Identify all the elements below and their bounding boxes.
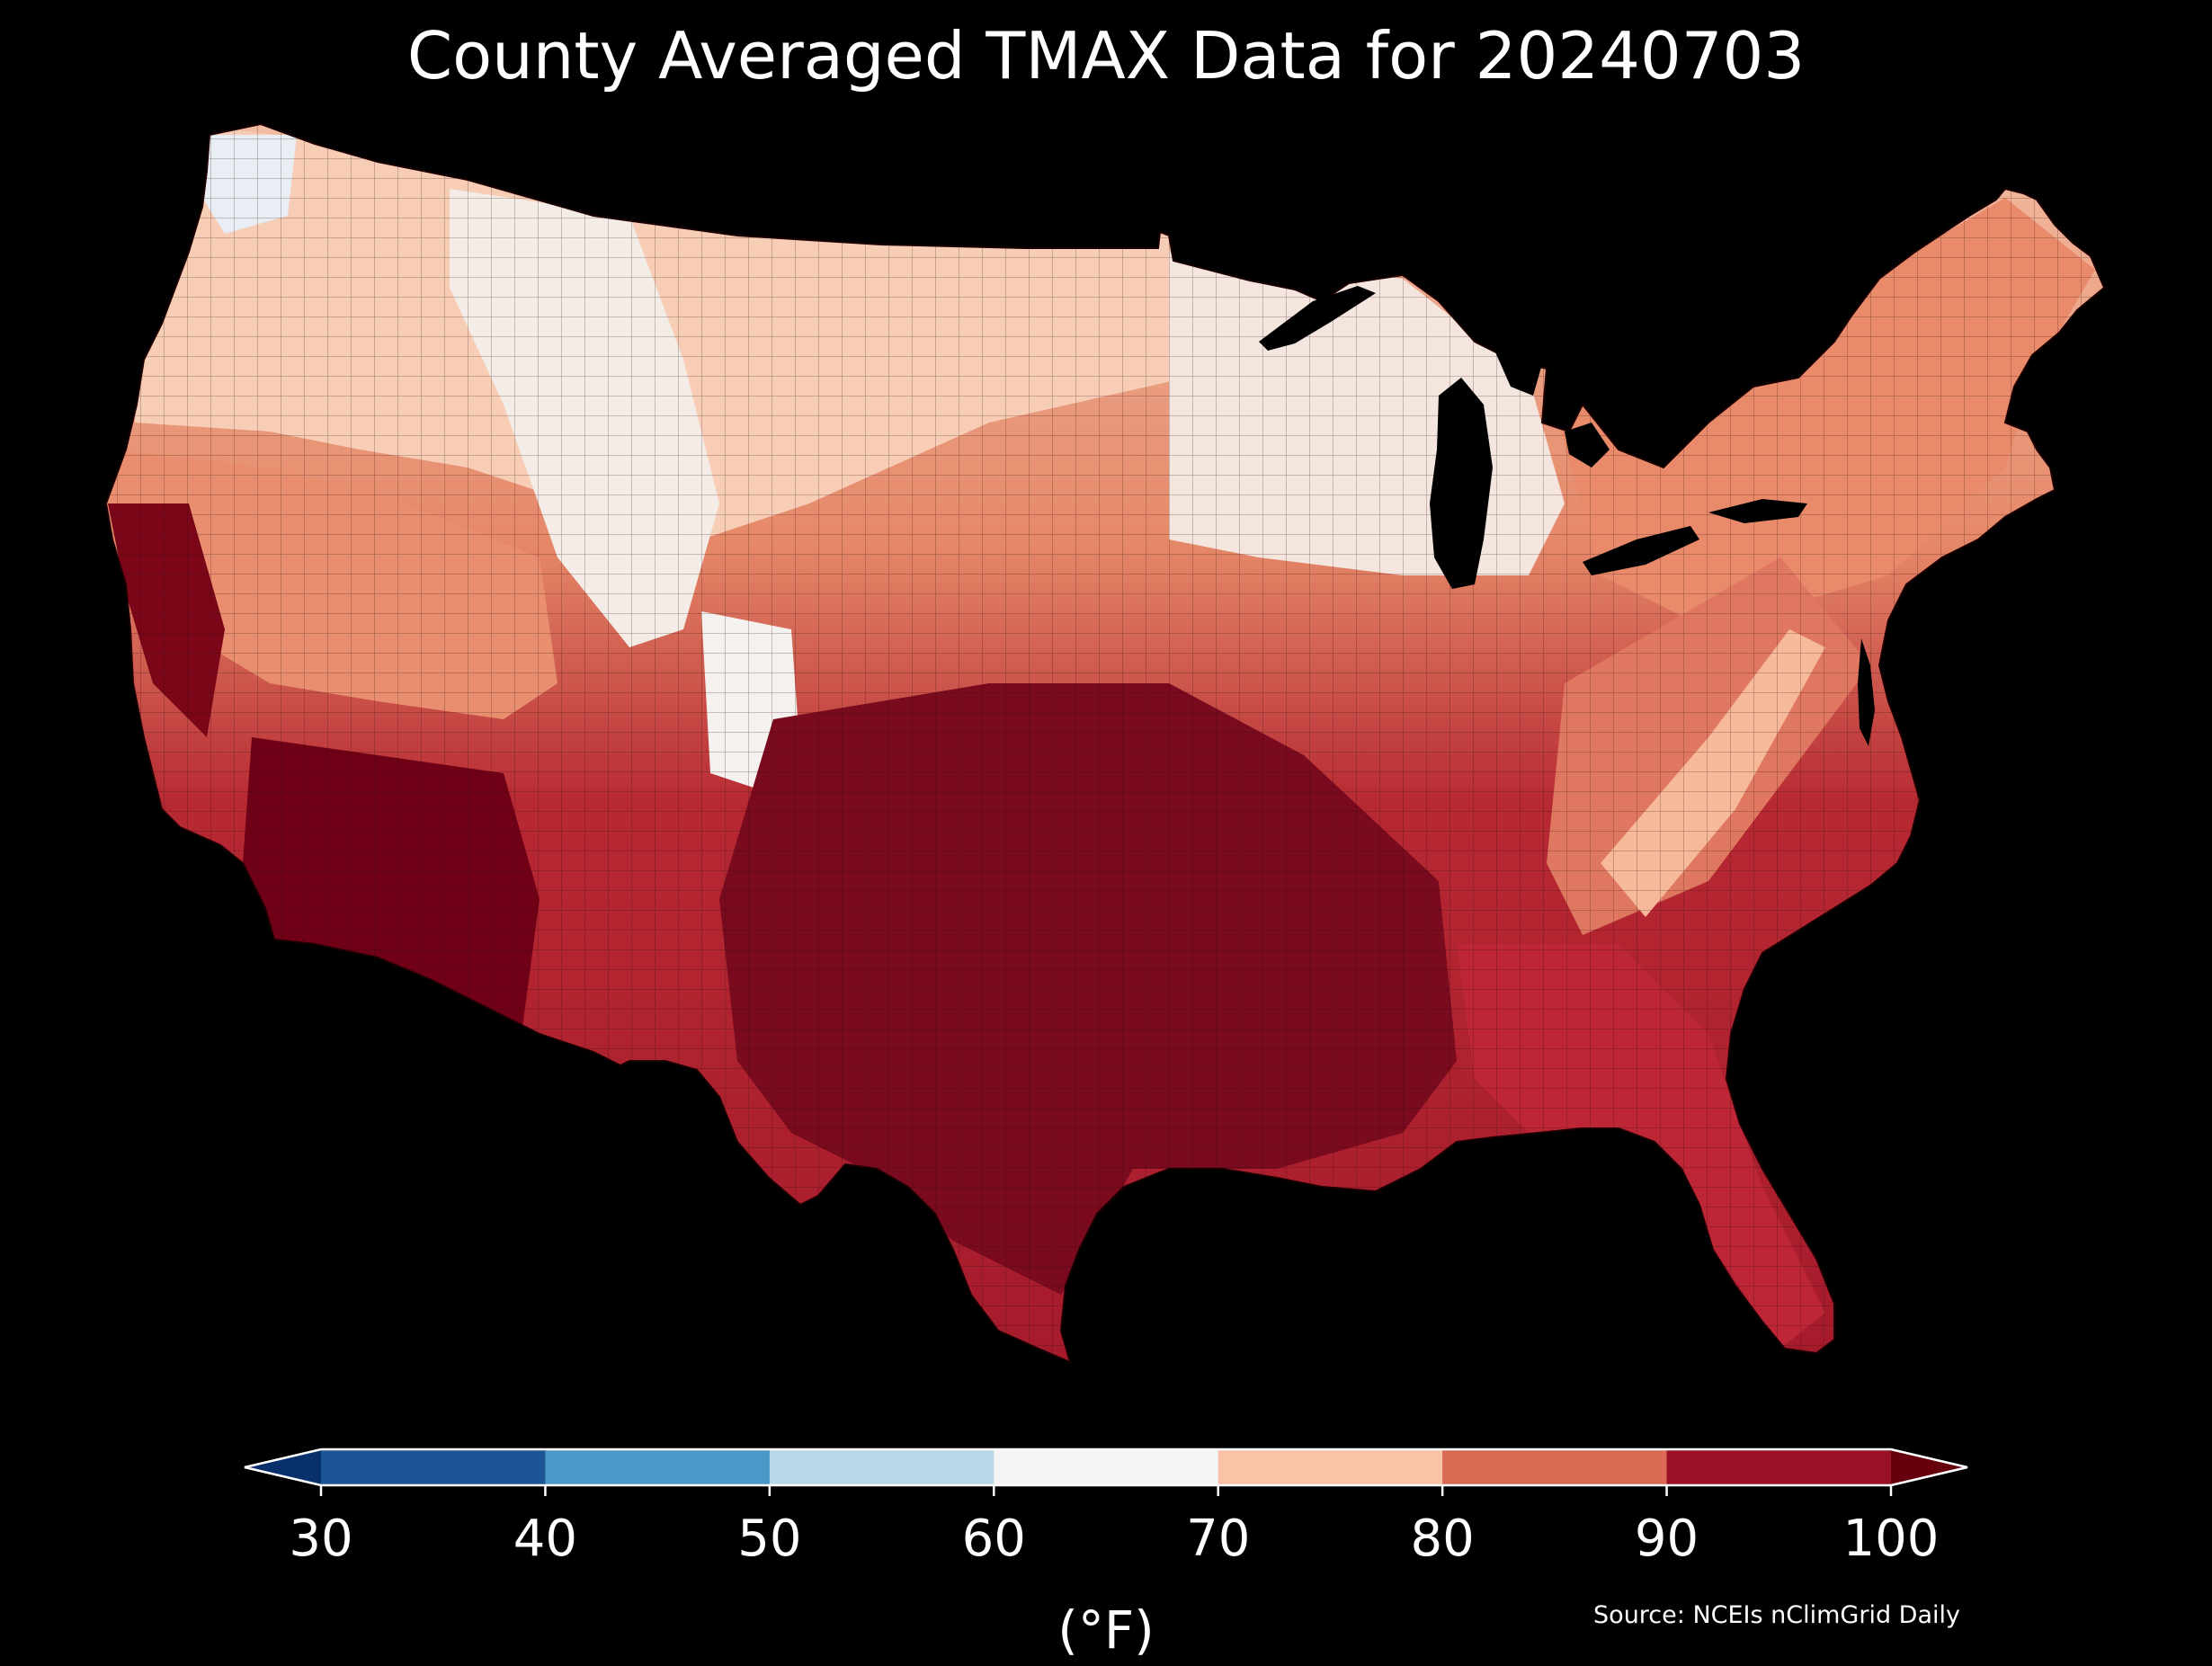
map-title: County Averaged TMAX Data for 20240703 <box>406 18 1806 94</box>
lake-michigan <box>1430 378 1493 589</box>
colorbar-band-90-100 <box>1666 1449 1892 1485</box>
lake-huron-bay <box>1565 423 1610 468</box>
lake-ontario <box>1708 499 1807 523</box>
colorbar-band-80-90 <box>1442 1449 1668 1485</box>
colorbar-tick-label: 100 <box>1842 1510 1940 1568</box>
lake-huron-north <box>1493 340 1542 396</box>
colorbar-ticks <box>319 1485 1893 1496</box>
colorbar-tick-label: 30 <box>289 1510 353 1568</box>
colorbar-under-arrow <box>245 1449 321 1485</box>
chesapeake-bay <box>1858 638 1875 746</box>
colorbar-tick-label: 70 <box>1186 1510 1251 1568</box>
lake-superior <box>1259 286 1376 351</box>
colorbar-tick-label: 60 <box>961 1510 1026 1568</box>
source-credit: Source: NCEIs nClimGrid Daily <box>1593 1601 1960 1629</box>
choropleth-map <box>105 123 2105 1363</box>
county-boundaries <box>106 124 2104 1362</box>
colorbar-outline <box>244 1448 1968 1487</box>
colorbar-unit-label: (°F) <box>1057 1599 1155 1661</box>
colorbar-tick-label: 90 <box>1634 1510 1699 1568</box>
lake-erie <box>1583 526 1699 575</box>
colorbar-band-60-70 <box>994 1449 1219 1485</box>
colorbar-tick-label: 40 <box>513 1510 578 1568</box>
colorbar-tick-label: 50 <box>737 1510 802 1568</box>
colorbar-band-40-50 <box>545 1449 771 1485</box>
colorbar-band-30-40 <box>321 1449 546 1485</box>
colorbar-over-arrow <box>1891 1449 1967 1485</box>
colorbar-tick-label: 80 <box>1410 1510 1475 1568</box>
colorbar-band-50-60 <box>769 1449 995 1485</box>
colorbar-band-70-80 <box>1217 1449 1443 1485</box>
colorbar-bands <box>321 1449 1892 1485</box>
